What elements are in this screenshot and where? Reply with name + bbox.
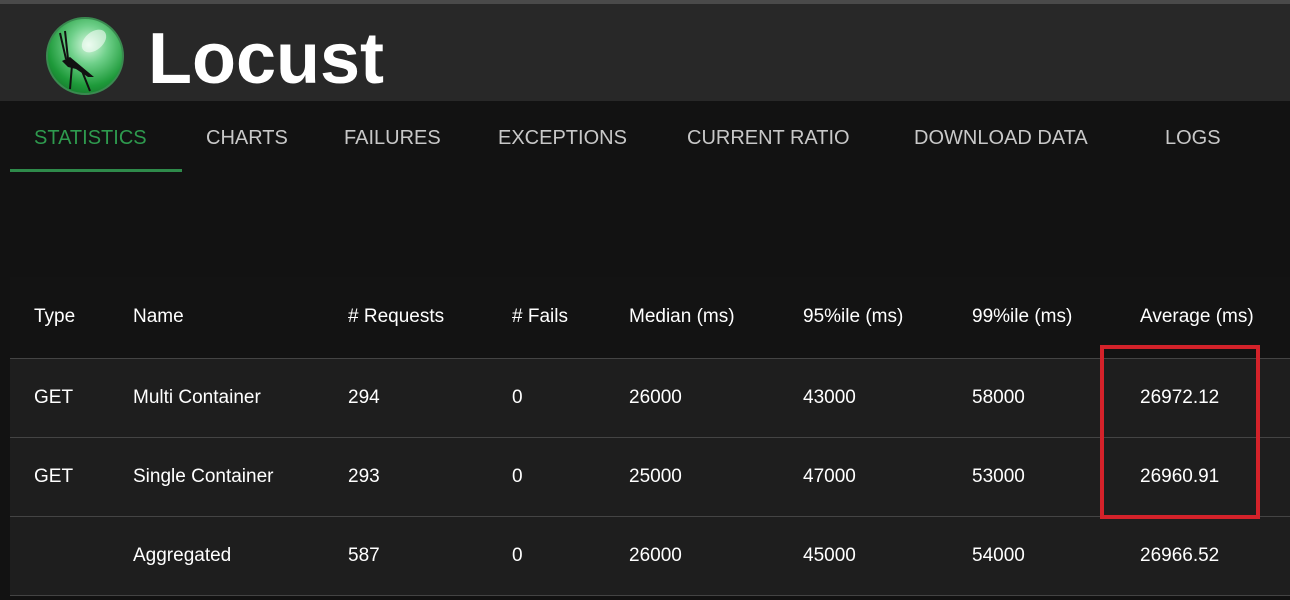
cell-requests: 293 — [348, 436, 512, 516]
table-row-aggregated: Aggregated 587 0 26000 45000 54000 26966… — [10, 515, 1290, 596]
tab-current-ratio[interactable]: CURRENT RATIO — [687, 127, 850, 149]
app-header: Locust — [0, 4, 1290, 101]
cell-99ile: 53000 — [972, 436, 1140, 516]
statistics-table: Type Name # Requests # Fails Median (ms)… — [10, 277, 1290, 596]
col-99ile[interactable]: 99%ile (ms) — [972, 277, 1140, 358]
tab-failures[interactable]: FAILURES — [344, 127, 441, 149]
tab-charts[interactable]: CHARTS — [206, 127, 288, 149]
cell-fails: 0 — [512, 357, 629, 437]
nav-tabs: STATISTICS CHARTS FAILURES EXCEPTIONS CU… — [0, 101, 1290, 175]
col-median[interactable]: Median (ms) — [629, 277, 803, 358]
locust-logo-icon — [46, 17, 124, 95]
cell-name: Single Container — [133, 436, 348, 516]
table-row: GET Multi Container 294 0 26000 43000 58… — [10, 357, 1290, 437]
cell-average: 26960.91 — [1140, 436, 1290, 516]
cell-99ile: 54000 — [972, 515, 1140, 596]
tab-logs[interactable]: LOGS — [1165, 127, 1221, 149]
cell-name: Aggregated — [133, 515, 348, 596]
tab-download-data[interactable]: DOWNLOAD DATA — [914, 127, 1088, 149]
cell-requests: 587 — [348, 515, 512, 596]
tab-exceptions[interactable]: EXCEPTIONS — [498, 127, 627, 149]
table-row: GET Single Container 293 0 25000 47000 5… — [10, 436, 1290, 516]
cell-95ile: 47000 — [803, 436, 972, 516]
col-fails[interactable]: # Fails — [512, 277, 629, 358]
cell-requests: 294 — [348, 357, 512, 437]
cell-fails: 0 — [512, 436, 629, 516]
cell-median: 26000 — [629, 357, 803, 437]
window-top-strip — [0, 0, 1290, 4]
cell-name: Multi Container — [133, 357, 348, 437]
col-95ile[interactable]: 95%ile (ms) — [803, 277, 972, 358]
cell-average: 26966.52 — [1140, 515, 1290, 596]
cell-type: GET — [10, 436, 133, 516]
highlight-box-annotation — [1100, 345, 1260, 519]
cell-95ile: 45000 — [803, 515, 972, 596]
active-tab-indicator — [10, 169, 182, 172]
table-header-row: Type Name # Requests # Fails Median (ms)… — [10, 277, 1290, 358]
col-name[interactable]: Name — [133, 277, 348, 358]
col-average[interactable]: Average (ms) — [1140, 277, 1290, 358]
cell-95ile: 43000 — [803, 357, 972, 437]
app-title: Locust — [148, 19, 385, 99]
cell-type — [10, 515, 133, 596]
cell-median: 26000 — [629, 515, 803, 596]
cell-fails: 0 — [512, 515, 629, 596]
col-type[interactable]: Type — [10, 277, 133, 358]
col-requests[interactable]: # Requests — [348, 277, 512, 358]
cell-median: 25000 — [629, 436, 803, 516]
cell-average: 26972.12 — [1140, 357, 1290, 437]
cell-99ile: 58000 — [972, 357, 1140, 437]
cell-type: GET — [10, 357, 133, 437]
tab-statistics[interactable]: STATISTICS — [34, 127, 147, 149]
